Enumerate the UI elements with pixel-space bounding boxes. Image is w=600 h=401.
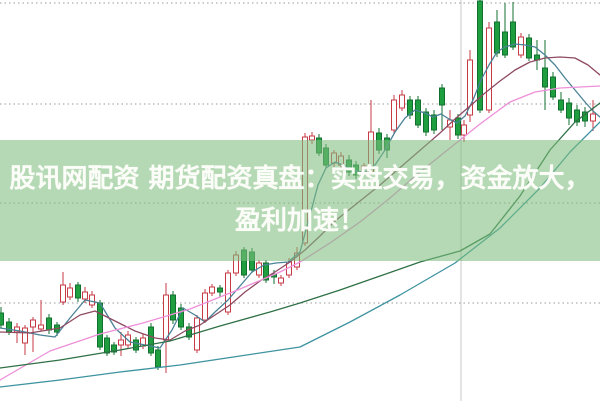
promo-text-line2: 盈利加速！ (234, 206, 365, 236)
promo-text-line1: 股讯网配资 期货配资真盘：实盘交易，资金放大， (9, 164, 591, 194)
promo-banner-overlay: 股讯网配资 期货配资真盘：实盘交易，资金放大， 盈利加速！ (0, 140, 600, 261)
